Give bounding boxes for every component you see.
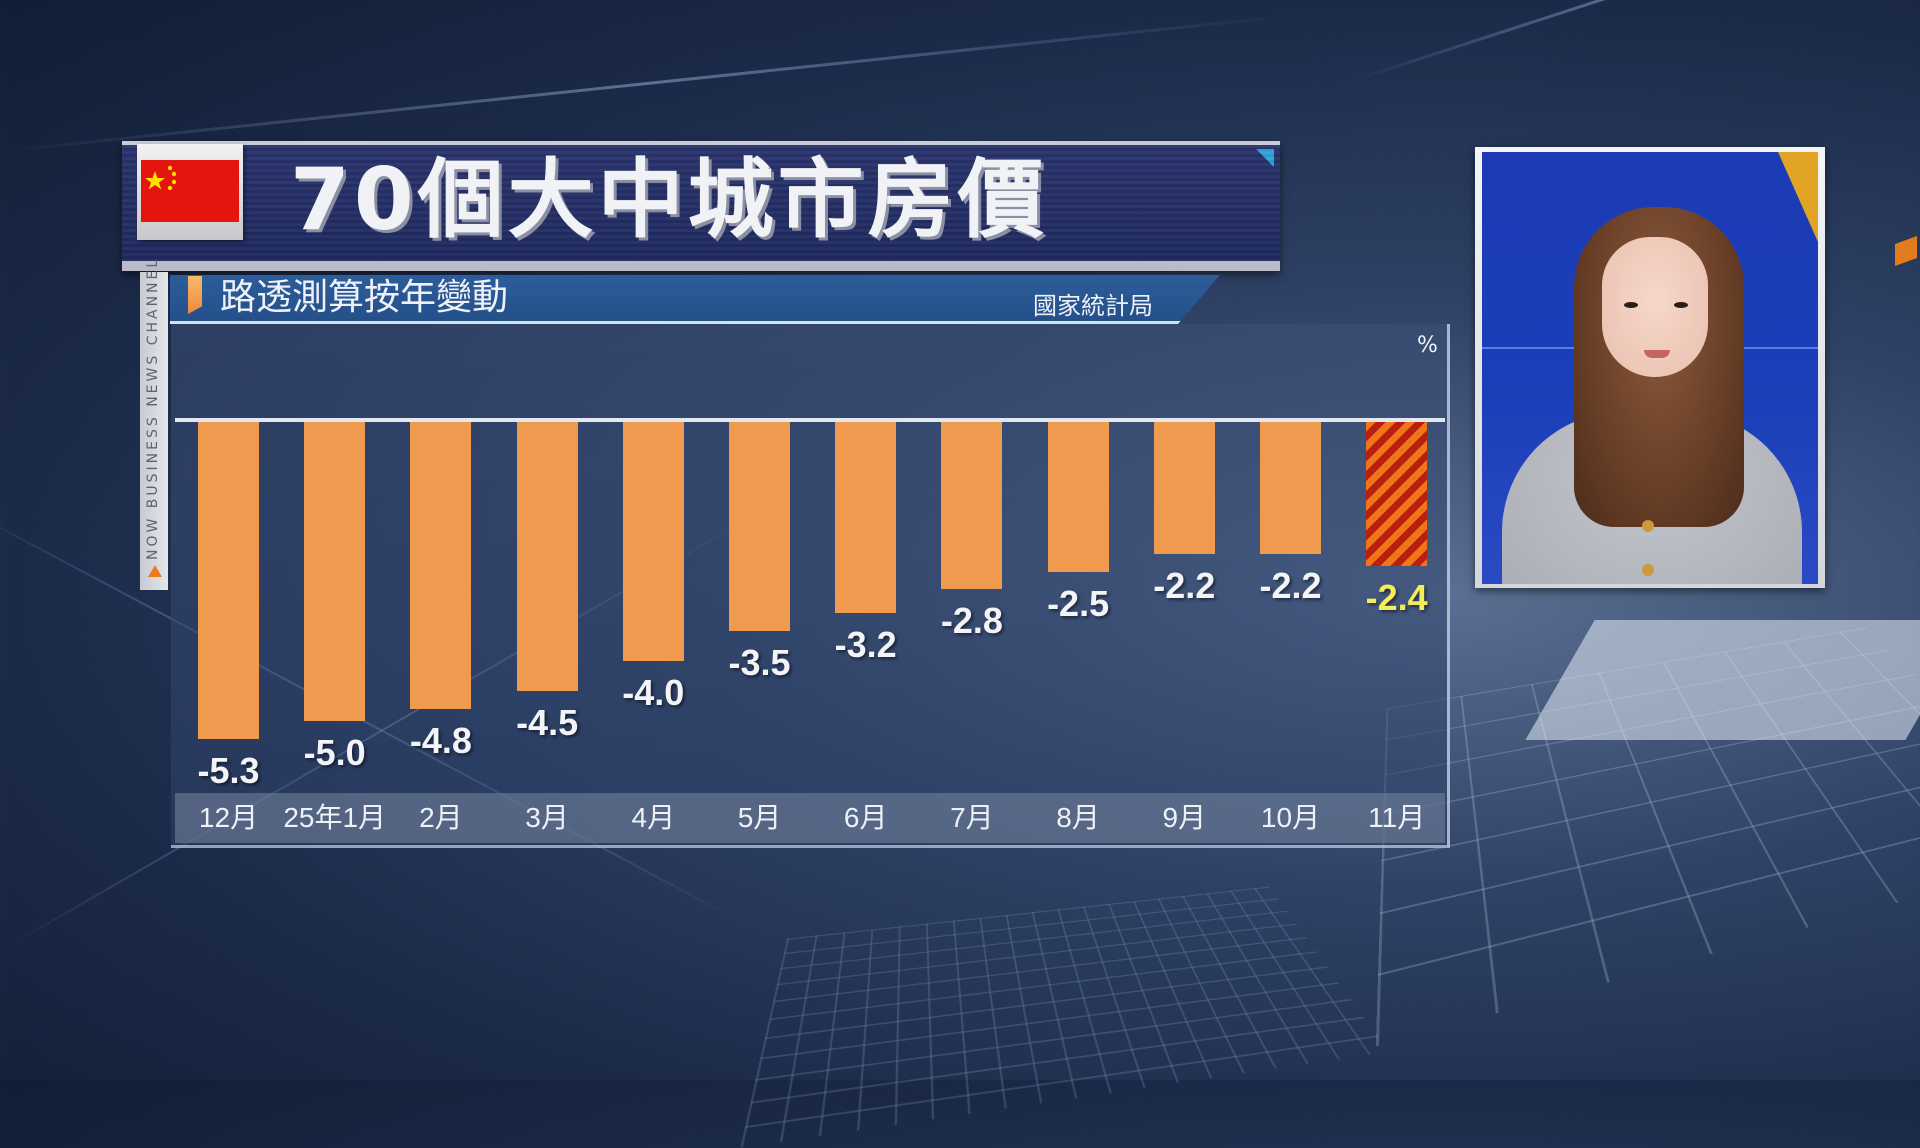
- bar-value-label: -4.5: [492, 703, 602, 743]
- bar-value-label: -4.0: [598, 673, 708, 713]
- background-light-streak: [0, 14, 1293, 153]
- chart-zero-baseline: [175, 418, 1445, 422]
- channel-logo-triangle-icon: [148, 565, 162, 577]
- x-axis-tick-label: 3月: [492, 800, 602, 836]
- bar-value-label: -2.8: [917, 601, 1027, 641]
- x-axis-tick-label: 9月: [1129, 800, 1239, 836]
- chart-bar: [1260, 422, 1321, 554]
- x-axis-tick-label: 10月: [1236, 800, 1346, 836]
- presenter-mouth: [1644, 350, 1670, 358]
- chart-bar: [729, 422, 790, 631]
- bar-value-label: -2.5: [1023, 584, 1133, 624]
- x-axis-tick-label: 4月: [598, 800, 708, 836]
- bar-value-label: -3.2: [811, 625, 921, 665]
- corner-orange-accent: [1895, 236, 1917, 266]
- chart-bar: [410, 422, 471, 709]
- bar-value-label: -5.0: [280, 733, 390, 773]
- x-axis-tick-label: 6月: [811, 800, 921, 836]
- chart-bar: [1366, 422, 1427, 566]
- chart-unit-label: %: [1417, 333, 1438, 358]
- chart-bar: [623, 422, 684, 661]
- background-grid: [1376, 628, 1920, 1047]
- x-axis-tick-label: 2月: [386, 800, 496, 836]
- background-panel: [1525, 620, 1920, 740]
- x-axis-tick-label: 11月: [1342, 800, 1452, 836]
- background-grid: [740, 887, 1389, 1148]
- chart-bar: [941, 422, 1002, 589]
- presenter-eye: [1624, 302, 1638, 308]
- sweater-button: [1642, 564, 1654, 576]
- background-light-streak: [1350, 0, 1920, 83]
- bar-value-label: -3.5: [705, 643, 815, 683]
- chart-bar: [1048, 422, 1109, 572]
- chart-bar: [517, 422, 578, 691]
- china-flag-icon: [141, 160, 239, 222]
- page-title: 70個大中城市房價: [290, 150, 1048, 250]
- x-axis-tick-label: 7月: [917, 800, 1027, 836]
- channel-strip-text: NOW BUSINESS NEWS CHANNEL: [145, 260, 161, 560]
- x-axis-tick-label: 12月: [174, 800, 284, 836]
- chart-source: 國家統計局: [1033, 291, 1153, 321]
- sweater-button: [1642, 520, 1654, 532]
- bar-value-label: -2.4: [1342, 578, 1452, 618]
- presenter-eye: [1674, 302, 1688, 308]
- bar-value-label: -4.8: [386, 721, 496, 761]
- presenter-video: [1482, 152, 1818, 584]
- bar-value-label: -2.2: [1129, 566, 1239, 606]
- x-axis-tick-label: 8月: [1023, 800, 1133, 836]
- chart-bar: [304, 422, 365, 721]
- bar-value-label: -5.3: [174, 751, 284, 791]
- corner-accent-icon: [1256, 149, 1274, 167]
- bar-value-label: -2.2: [1236, 566, 1346, 606]
- flag-frame: [137, 144, 243, 240]
- chart-subtitle: 路透測算按年變動: [220, 276, 508, 320]
- x-axis-tick-label: 5月: [705, 800, 815, 836]
- chart-bar: [198, 422, 259, 739]
- chart-bar: [1154, 422, 1215, 554]
- studio-gold-accent: [1778, 152, 1818, 242]
- chart-bar: [835, 422, 896, 613]
- x-axis-tick-label: 25年1月: [280, 800, 390, 836]
